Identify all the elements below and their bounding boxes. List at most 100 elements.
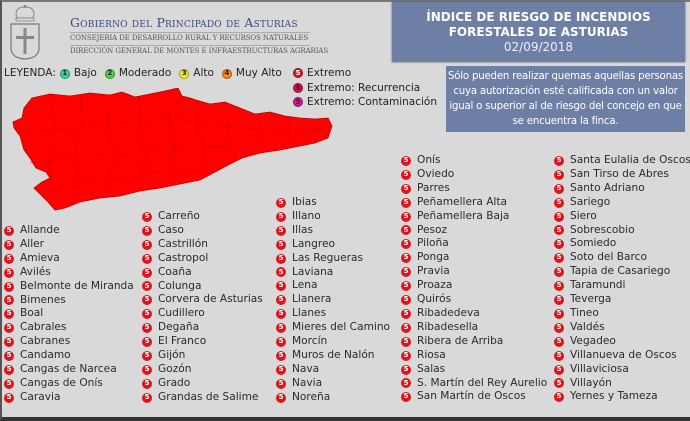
legend-text: Extremo: Recurrencia	[307, 81, 421, 94]
municipality-item: 5 Belmonte de Miranda	[4, 280, 134, 294]
municipality-name: Quirós	[417, 293, 452, 306]
municipality-item: 5 Parres	[401, 182, 547, 196]
municipality-item: 5 Pesoz	[401, 224, 547, 238]
municipality-name: Allande	[20, 224, 60, 236]
municipality-name: Pravia	[417, 265, 450, 278]
municipality-name: Ibias	[292, 196, 317, 208]
risk-5-badge-icon: 5	[142, 337, 152, 348]
risk-5-badge-icon: 5	[401, 308, 411, 319]
municipality-column-1: 5 Allande 5 Aller 5 Amieva 5 Avilés 5 Belmonte de…	[4, 224, 134, 405]
municipality-item: 5 Proaza	[401, 279, 547, 293]
municipality-item: 5 Aller	[4, 238, 134, 252]
municipality-name: Caravia	[20, 390, 61, 403]
municipality-name: Cabrales	[20, 321, 67, 334]
municipality-name: Taramundi	[570, 279, 626, 292]
risk-5-badge-icon: 5	[142, 253, 152, 264]
risk-5-icon: 5	[293, 68, 303, 79]
municipality-item: 5 Illas	[276, 224, 390, 238]
municipality-name: Coaña	[158, 265, 192, 278]
municipality-item: 5 Llanes	[276, 307, 390, 321]
risk-3-icon: 3	[179, 68, 190, 79]
risk-5-badge-icon: 5	[276, 211, 286, 222]
municipality-item: 5 Sariego	[554, 196, 690, 210]
risk-5-badge-icon: 5	[4, 253, 14, 264]
municipality-item: 5 Las Regueras	[276, 252, 390, 266]
municipality-name: Avilés	[20, 265, 51, 278]
municipality-item: 5 Lena	[276, 279, 390, 293]
risk-5-badge-icon: 5	[4, 225, 14, 236]
municipality-item: 5 Villayón	[554, 377, 690, 391]
risk-5-badge-icon: 5	[142, 364, 152, 375]
municipality-item: 5 Gozón	[142, 363, 263, 377]
municipality-item: 5 Cangas de Onís	[4, 377, 134, 391]
municipality-item: 5 Taramundi	[554, 279, 690, 293]
gov-title: Gobierno del Principado de Asturias	[70, 16, 310, 33]
municipality-name: Ponga	[417, 251, 450, 264]
risk-5-badge-icon: 5	[142, 378, 152, 389]
municipality-name: Illano	[292, 209, 321, 222]
municipality-name: Degaña	[158, 321, 200, 334]
municipality-name: Sobrescobio	[570, 223, 635, 236]
risk-5-badge-icon: 5	[401, 225, 411, 236]
risk-5-badge-icon: 5	[4, 337, 14, 348]
risk-5-contamination-icon: 5	[293, 97, 303, 108]
municipality-name: Corvera de Asturias	[158, 293, 263, 306]
risk-5-badge-icon: 5	[554, 295, 564, 306]
municipality-item: 5 Amieva	[4, 252, 134, 266]
municipality-name: Gijón	[158, 349, 186, 362]
municipality-name: Oviedo	[417, 167, 455, 180]
risk-5-badge-icon: 5	[554, 378, 564, 389]
risk-5-badge-icon: 5	[401, 392, 411, 403]
municipality-name: Pesoz	[417, 223, 448, 236]
municipality-item: 5 Riosa	[401, 349, 547, 363]
municipality-item: 5 Peñamellera Alta	[401, 196, 547, 210]
municipality-name: Illas	[292, 223, 314, 236]
risk-5-badge-icon: 5	[554, 211, 564, 222]
municipality-item: 5 Santo Adriano	[554, 182, 690, 196]
municipality-name: Muros de Nalón	[292, 348, 375, 361]
risk-5-badge-icon: 5	[554, 281, 564, 292]
municipality-item: 5 Colunga	[142, 280, 263, 294]
municipality-item: 5 Caravia	[4, 391, 134, 405]
municipality-item: 5 Soto del Barco	[554, 251, 690, 265]
risk-5-badge-icon: 5	[401, 197, 411, 208]
municipality-item: 5 Grado	[142, 377, 263, 391]
municipality-name: Caso	[158, 223, 184, 236]
risk-5-badge-icon: 5	[276, 323, 286, 334]
municipality-name: Tineo	[570, 306, 599, 319]
municipality-item: 5 Valdés	[554, 321, 690, 335]
burning-notice: Sólo pueden realizar quemas aquellas per…	[446, 66, 685, 132]
risk-5-badge-icon: 5	[554, 350, 564, 361]
municipality-name: Piloña	[417, 237, 449, 250]
municipality-item: 5 Siero	[554, 210, 690, 224]
risk-5-badge-icon: 5	[276, 267, 286, 278]
municipality-item: 5 Yernes y Tameza	[554, 390, 690, 404]
legend-item-extremo: 5 Extremo	[293, 66, 437, 81]
municipality-name: Proaza	[417, 279, 453, 292]
municipality-name: Navia	[292, 376, 323, 389]
municipality-name: Mieres del Camino	[292, 321, 391, 334]
municipality-item: 5 Noreña	[276, 391, 390, 405]
municipality-item: 5 Laviana	[276, 266, 390, 280]
municipality-name: Bimenes	[20, 293, 66, 306]
municipality-item: 5 Villaviciosa	[554, 363, 690, 377]
municipality-item: 5 Tapia de Casariego	[554, 265, 690, 279]
municipality-item: 5 Teverga	[554, 293, 690, 307]
municipality-name: Villanueva de Oscos	[570, 348, 677, 361]
municipality-name: Grado	[158, 376, 191, 389]
municipality-item: 5 Caso	[142, 224, 263, 238]
report-date: 02/09/2018	[503, 40, 574, 54]
risk-5-badge-icon: 5	[401, 350, 411, 361]
municipality-item: 5 Illano	[276, 210, 390, 224]
municipality-name: Morcín	[292, 335, 328, 348]
municipality-name: Cangas de Narcea	[20, 363, 117, 376]
municipality-name: Somiedo	[570, 237, 617, 250]
municipality-item: 5 Degaña	[142, 321, 263, 335]
risk-5-badge-icon: 5	[142, 351, 152, 362]
risk-5-badge-icon: 5	[401, 295, 411, 306]
municipality-name: Ribadedeva	[417, 306, 480, 319]
risk-5-badge-icon: 5	[4, 365, 14, 376]
risk-5-badge-icon: 5	[554, 197, 564, 208]
risk-5-badge-icon: 5	[276, 350, 286, 361]
municipality-name: Lena	[292, 279, 318, 292]
